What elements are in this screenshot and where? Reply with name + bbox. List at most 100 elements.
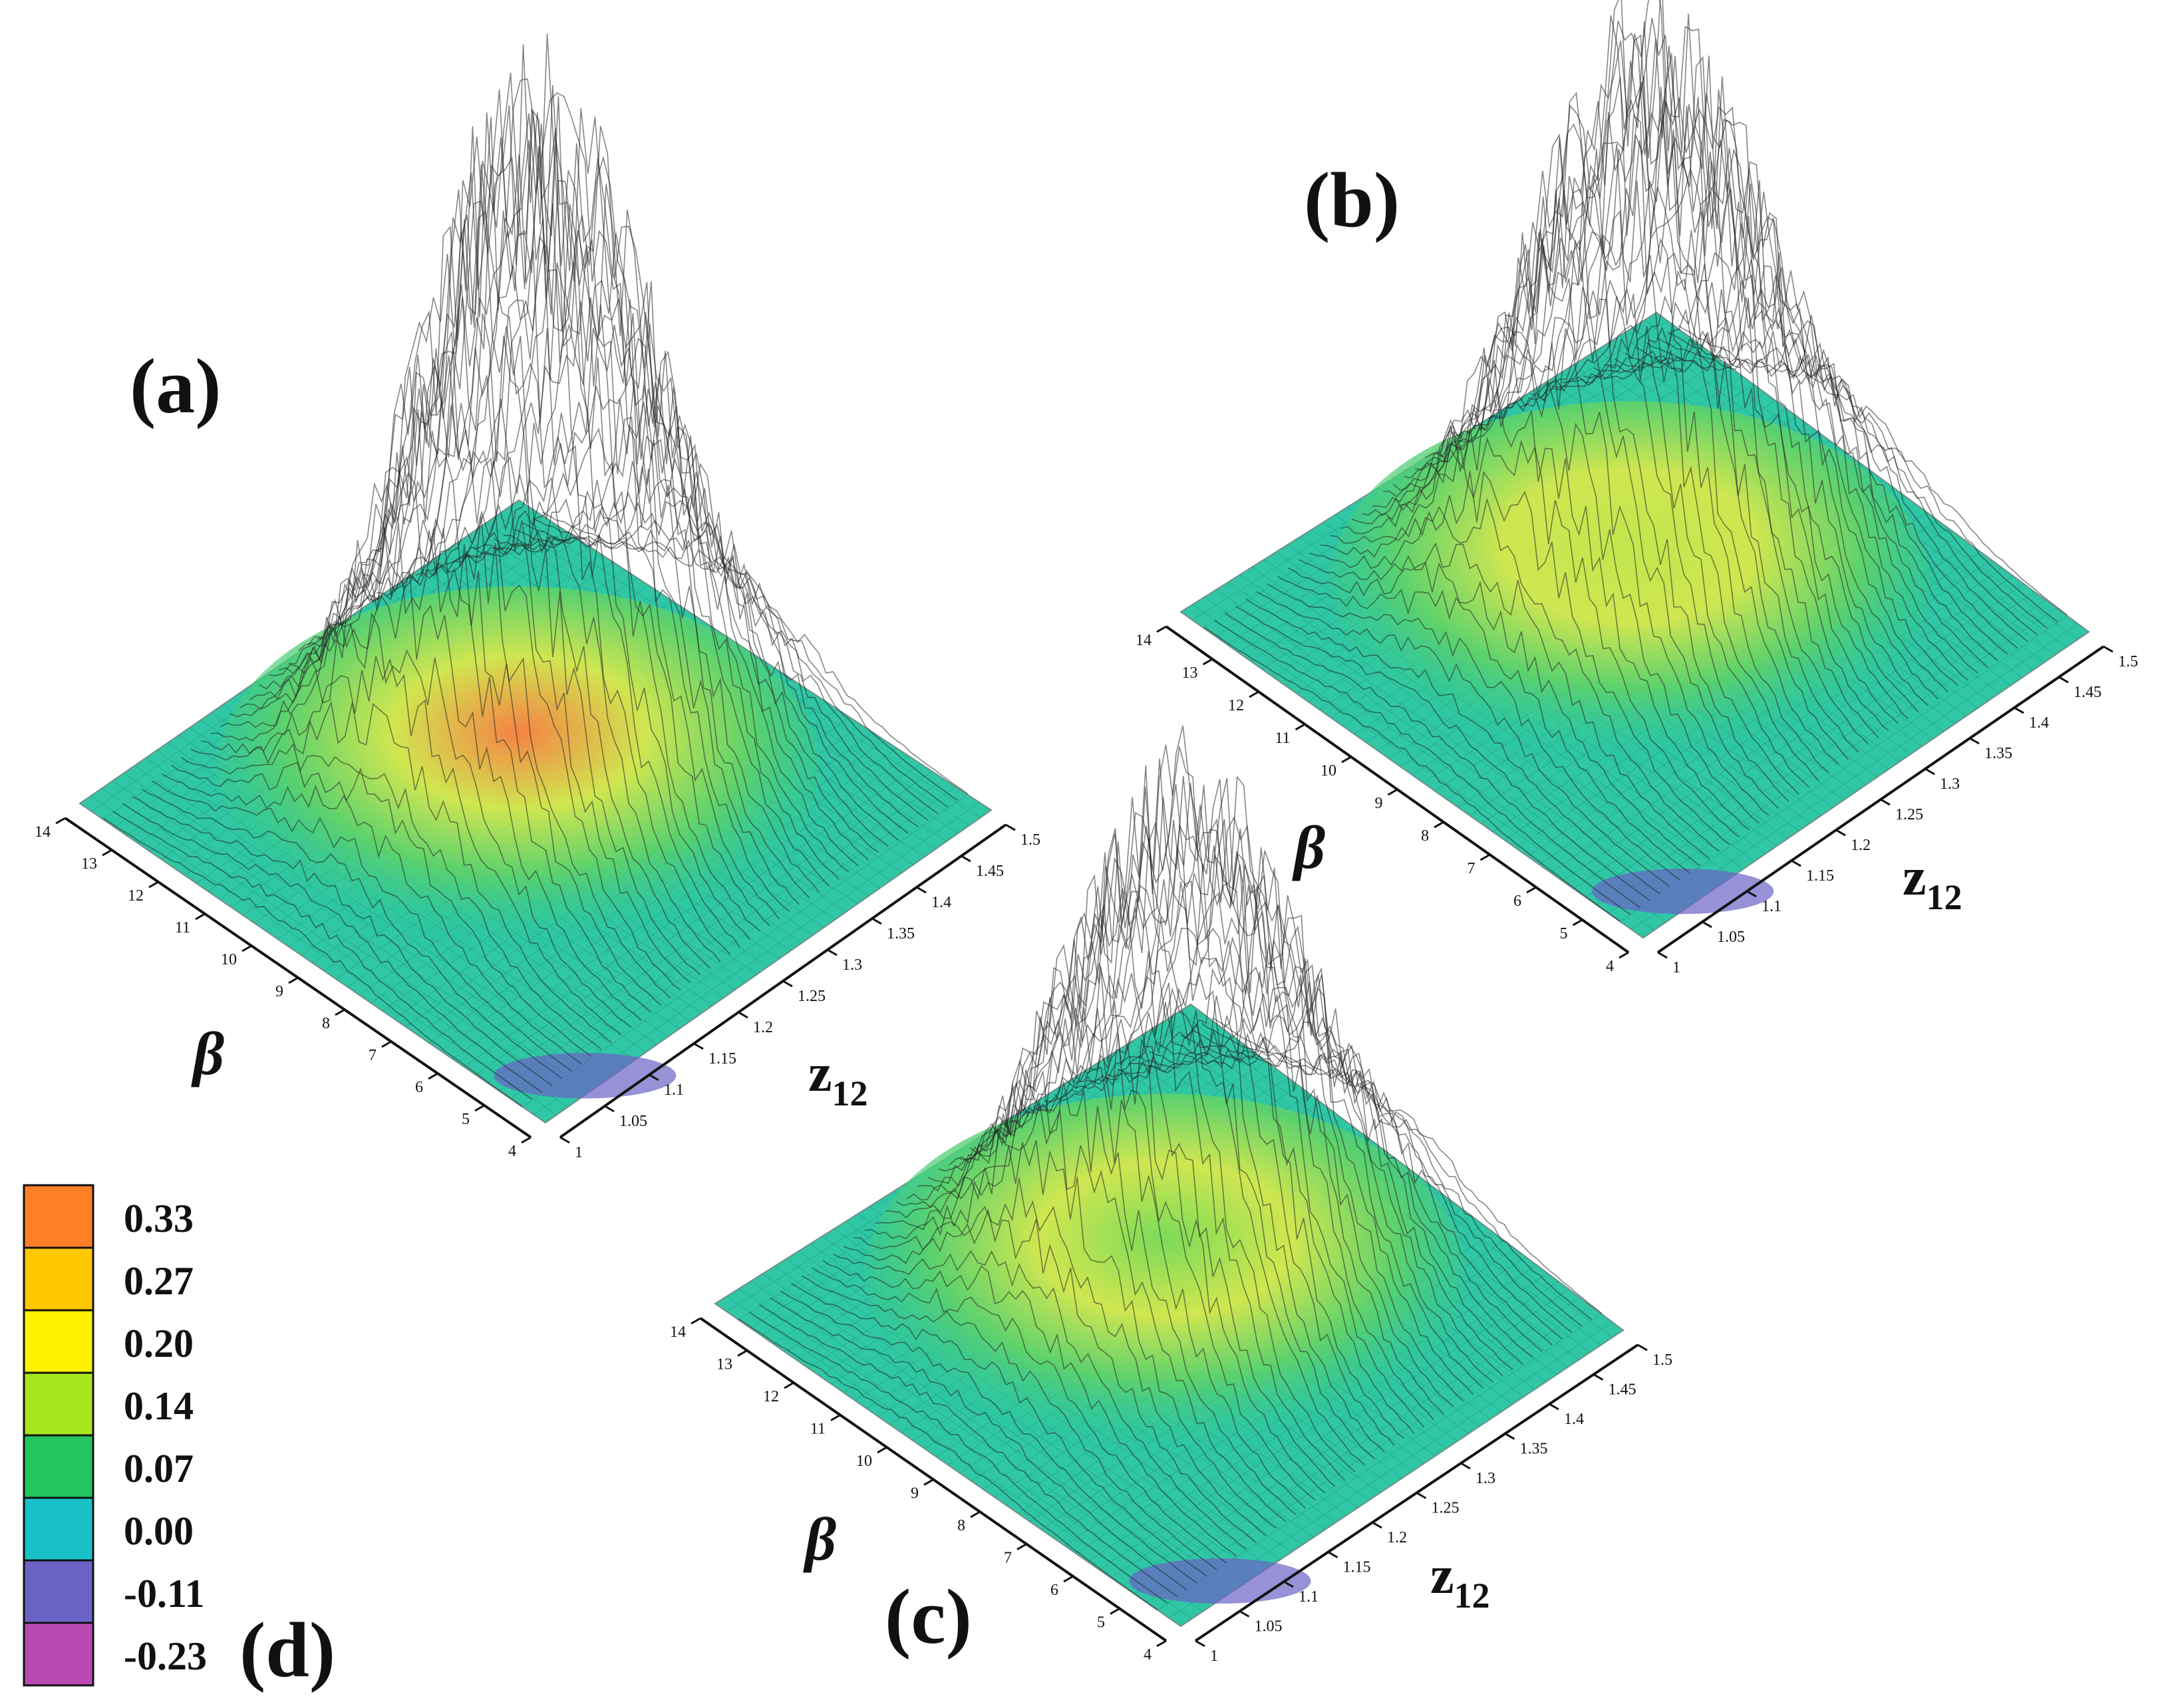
- wireframe-line: [1604, 267, 1998, 662]
- wireframe-line: [1404, 133, 1809, 788]
- plane-grid-line: [101, 787, 568, 1107]
- wireframe-line: [1309, 498, 1720, 852]
- beta-axis-title: β: [1292, 813, 1325, 881]
- wireframe-line: [1012, 758, 1415, 1434]
- beta-tick-label: 13: [716, 1356, 732, 1373]
- wireframe-line: [1446, 34, 1849, 760]
- plane-grid-line: [762, 1273, 1225, 1597]
- wireframe-line: [395, 126, 820, 893]
- beta-tick: [1619, 951, 1629, 959]
- wireframe-line: [1160, 1021, 1553, 1346]
- z12-tick-label: 1.05: [1255, 1618, 1283, 1636]
- panel-b: 14 13 12 11 10 9 8 7 6 5 4 1 1.05 1.1 1.15 1.2 1.25 1.3 1.…: [1136, 0, 2138, 976]
- wireframe-line: [1583, 216, 1978, 674]
- plane-grid-line: [1134, 1297, 1581, 1594]
- beta-tick: [148, 881, 159, 889]
- wireframe-line: [1456, 15, 1859, 753]
- wireframe-line: [317, 112, 740, 948]
- wireframe-line: [142, 789, 562, 1079]
- wireframe-line: [801, 1275, 1217, 1570]
- z12-tick: [1637, 1344, 1648, 1352]
- wireframe-line: [1288, 561, 1700, 867]
- plane-grid-line: [1110, 1281, 1559, 1578]
- wireframe-line: [1678, 325, 2068, 616]
- z12-tick: [1969, 737, 1980, 745]
- z12-tick: [1549, 1403, 1559, 1411]
- z12-tick: [1416, 1492, 1427, 1499]
- wireframe-line: [1498, 17, 1899, 724]
- wireframe-line: [1044, 775, 1444, 1415]
- plane-grid-line: [498, 778, 945, 1091]
- z12-tick: [2014, 706, 2024, 714]
- beta-tick-label: 11: [1275, 730, 1290, 747]
- z12-tick-label: 1.15: [1343, 1559, 1371, 1576]
- z12-tick: [1327, 1551, 1338, 1558]
- wireframe-line: [906, 994, 1316, 1500]
- wireframe-line: [347, 44, 770, 926]
- beta-tick: [55, 817, 66, 825]
- wireframe-line: [1224, 613, 1640, 909]
- wireframe-line: [522, 521, 949, 808]
- beta-tick: [381, 1040, 392, 1048]
- z12-tick-label: 1.3: [1476, 1470, 1495, 1487]
- wireframe-line: [1530, 56, 1929, 706]
- wireframe-line: [1656, 337, 2048, 629]
- z12-tick: [1372, 1521, 1382, 1529]
- beta-tick-label: 7: [369, 1047, 377, 1064]
- beta-tick: [1249, 690, 1259, 698]
- beta-tick-label: 14: [670, 1324, 686, 1341]
- z12-tick: [961, 855, 971, 863]
- wireframe-line: [259, 355, 681, 991]
- z12-axis-title: z12: [808, 1044, 868, 1113]
- plane-grid-line: [487, 771, 933, 1083]
- beta-tick: [1156, 625, 1167, 633]
- wireframe-line: [1298, 542, 1710, 859]
- wireframe-line: [454, 337, 879, 853]
- legend-swatch: [23, 1184, 94, 1249]
- beta-tick: [830, 1414, 841, 1421]
- wireframe-line: [917, 966, 1326, 1494]
- beta-tick: [1526, 886, 1537, 894]
- wireframe-line: [1106, 901, 1503, 1377]
- beta-tick: [335, 1008, 345, 1016]
- z12-tick: [1239, 1610, 1250, 1618]
- z12-tick: [916, 886, 927, 894]
- z12-tick-label: 1.3: [1940, 776, 1960, 793]
- beta-tick: [1295, 723, 1306, 731]
- z12-tick-label: 1.25: [798, 988, 826, 1005]
- wireframe-line: [1022, 776, 1425, 1428]
- z12-tick-label: 1.4: [2029, 714, 2049, 732]
- z12-tick-label: 1.4: [931, 894, 951, 911]
- wireframe-line: [288, 210, 711, 969]
- wireframe-line: [180, 743, 602, 1050]
- z12-tick-label: 1: [575, 1144, 583, 1161]
- z12-tick-label: 1.2: [753, 1019, 773, 1036]
- z12-tick-label: 1.35: [887, 925, 915, 942]
- wireframe-line: [415, 184, 840, 881]
- legend-value: 0.14: [124, 1384, 194, 1428]
- wireframe-line: [1319, 470, 1730, 845]
- z12-tick: [1791, 859, 1801, 867]
- wireframe-line: [1191, 1029, 1583, 1327]
- z12-axis-title: z12: [1903, 848, 1962, 917]
- plane-grid-line: [112, 780, 579, 1100]
- wireframe-line: [1519, 97, 1919, 712]
- z12-tick: [1880, 798, 1891, 806]
- z12-tick-label: 1: [1210, 1647, 1218, 1665]
- wireframe-line: [1245, 599, 1660, 895]
- wireframe-line: [738, 1318, 1158, 1611]
- z12-tick-label: 1.1: [664, 1081, 684, 1099]
- plane-grid-line: [1204, 597, 1666, 923]
- wireframe-line: [1340, 388, 1750, 831]
- z12-tick: [2058, 676, 2069, 684]
- beta-tick: [1063, 1575, 1074, 1583]
- wireframe-line: [885, 1071, 1297, 1515]
- wireframe-line: [102, 817, 523, 1107]
- legend-swatch: [23, 1434, 94, 1499]
- wireframe-line: [1212, 1017, 1603, 1314]
- beta-tick: [474, 1104, 485, 1112]
- beta-tick: [737, 1350, 748, 1357]
- beta-tick-label: 14: [1136, 632, 1152, 649]
- wireframe-line: [980, 783, 1385, 1453]
